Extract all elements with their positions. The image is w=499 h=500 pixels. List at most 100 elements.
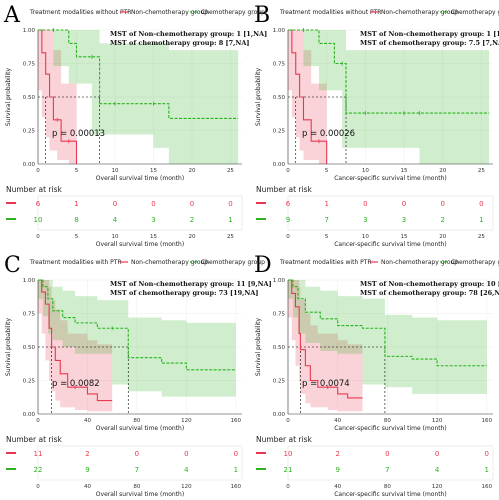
x-tick-label: 160: [482, 418, 493, 424]
panel-c: C Treatment modalities with PTR Non-chemot…: [4, 253, 272, 498]
panel-a: A Treatment modalities without PTR Non-che…: [3, 3, 267, 248]
legend-title: Treatment modalities with PTR: [279, 259, 372, 266]
risk-count-chemo: 1: [479, 216, 483, 224]
mst-chemo: MST of chemotherapy group: 73 [19,NA]: [110, 289, 259, 297]
x-tick-label: 0: [286, 418, 290, 424]
mst-non-chemo: MST of Non-chemotherapy group: 10 [9,NA]: [360, 280, 499, 288]
risk-x-axis-label: Overall survival time (month): [96, 241, 184, 248]
risk-count-non-chemo: 0: [479, 200, 483, 208]
risk-count-chemo: 3: [402, 216, 406, 224]
risk-count-chemo: 4: [184, 466, 189, 474]
risk-table-title: Number at risk: [6, 185, 63, 194]
km-curve-chemo: [38, 29, 239, 119]
x-tick-label: 20: [188, 168, 195, 174]
risk-table-box: [37, 195, 243, 231]
legend-label-chemo: Chemotherapy group: [201, 259, 265, 266]
y-tick-label: 0.50: [23, 345, 36, 351]
y-tick-label: 1.00: [23, 28, 36, 34]
risk-count-chemo: 7: [385, 466, 389, 474]
risk-count-non-chemo: 1: [324, 200, 328, 208]
p-value: p = 0.0082: [52, 379, 100, 389]
risk-x-tick-label: 25: [227, 234, 234, 240]
x-axis-label: Overall survival time (month): [96, 425, 184, 432]
risk-x-axis-label: Cancer-specific survival time (month): [334, 491, 447, 498]
mst-chemo: MST of chemotherapy group: 7.5 [7,NA]: [360, 39, 499, 47]
risk-count-non-chemo: 0: [228, 200, 232, 208]
ci-band-chemo: [38, 30, 239, 164]
risk-x-tick-label: 25: [478, 234, 485, 240]
risk-count-non-chemo: 0: [113, 200, 117, 208]
risk-x-tick-label: 0: [36, 484, 40, 490]
risk-count-chemo: 7: [135, 466, 139, 474]
risk-count-non-chemo: 1: [74, 200, 78, 208]
x-tick-label: 15: [150, 168, 157, 174]
risk-x-tick-label: 80: [133, 484, 140, 490]
risk-count-chemo: 1: [485, 466, 489, 474]
risk-count-chemo: 10: [34, 216, 43, 224]
risk-table-box: [287, 195, 494, 231]
x-tick-label: 40: [334, 418, 341, 424]
legend-title: Treatment modalities with PTR: [29, 259, 122, 266]
km-curve-non-chemo: [38, 29, 78, 164]
x-axis-label: Cancer-specific survival time (month): [334, 425, 447, 432]
risk-count-non-chemo: 0: [440, 200, 444, 208]
y-tick-label: 0.75: [273, 312, 286, 318]
y-axis-label: Survival probability: [255, 68, 262, 127]
risk-count-chemo: 1: [234, 466, 238, 474]
y-axis-label: Survival probability: [5, 318, 12, 377]
y-tick-label: 0.00: [23, 412, 36, 418]
risk-x-tick-label: 160: [482, 484, 493, 490]
risk-x-tick-label: 15: [150, 234, 157, 240]
x-tick-label: 15: [401, 168, 408, 174]
risk-count-chemo: 3: [363, 216, 367, 224]
risk-count-non-chemo: 0: [402, 200, 406, 208]
risk-count-non-chemo: 10: [284, 450, 293, 458]
p-value: p = 0.0074: [302, 379, 350, 389]
risk-count-non-chemo: 0: [190, 200, 194, 208]
risk-count-chemo: 1: [228, 216, 232, 224]
legend-label-non-chemo: Non-chemotherapy group: [131, 9, 208, 16]
x-tick-label: 0: [36, 168, 40, 174]
legend-label-non-chemo: Non-chemotherapy group: [381, 9, 458, 16]
legend-title: Treatment modalities without PTR: [29, 9, 131, 16]
risk-count-non-chemo: 0: [435, 450, 439, 458]
km-curve-chemo: [38, 279, 236, 371]
risk-count-non-chemo: 0: [135, 450, 139, 458]
legend-label-non-chemo: Non-chemotherapy group: [381, 259, 458, 266]
risk-count-chemo: 9: [286, 216, 290, 224]
risk-x-tick-label: 10: [111, 234, 118, 240]
risk-table-title: Number at risk: [256, 185, 313, 194]
x-tick-label: 120: [181, 418, 192, 424]
risk-x-tick-label: 10: [362, 234, 369, 240]
x-tick-label: 10: [362, 168, 369, 174]
x-axis-label: Cancer-specific survival time (month): [334, 175, 447, 182]
legend-label-non-chemo: Non-chemotherapy group: [131, 259, 208, 266]
legend-label-chemo: Chemotherapy group: [451, 9, 499, 16]
km-curve-non-chemo: [288, 279, 363, 399]
mst-non-chemo: MST of Non-chemotherapy group: 1 [1,NA]: [110, 30, 267, 38]
risk-x-tick-label: 20: [188, 234, 195, 240]
risk-count-chemo: 22: [34, 466, 43, 474]
risk-count-non-chemo: 11: [34, 450, 43, 458]
risk-x-tick-label: 5: [325, 234, 329, 240]
mst-non-chemo: MST of Non-chemotherapy group: 1 [1,NA]: [360, 30, 499, 38]
ci-band-non-chemo: [288, 280, 363, 412]
km-curve-non-chemo: [38, 279, 113, 402]
risk-count-non-chemo: 0: [363, 200, 367, 208]
y-tick-label: 0.75: [23, 62, 36, 68]
risk-count-non-chemo: 0: [234, 450, 238, 458]
risk-count-chemo: 8: [74, 216, 78, 224]
x-tick-label: 20: [439, 168, 446, 174]
risk-table-title: Number at risk: [6, 435, 63, 444]
risk-x-tick-label: 120: [181, 484, 192, 490]
risk-count-non-chemo: 2: [335, 450, 339, 458]
ci-band-non-chemo: [38, 280, 113, 412]
y-axis-label: Survival probability: [5, 68, 12, 127]
ci-band-non-chemo: [38, 30, 77, 164]
y-tick-label: 1.00: [273, 28, 286, 34]
y-axis-label: Survival probability: [255, 318, 262, 377]
x-tick-label: 25: [478, 168, 485, 174]
y-tick-label: 1.00: [23, 278, 36, 284]
x-tick-label: 0: [286, 168, 290, 174]
